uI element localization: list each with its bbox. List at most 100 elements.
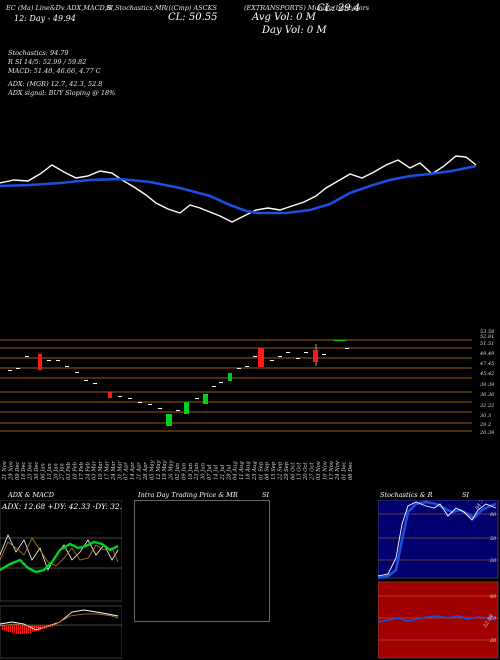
candle: [258, 348, 264, 367]
candle: [304, 352, 308, 353]
date-tick-label: 20 Oct: [303, 462, 309, 481]
macd-histogram-bar: [42, 625, 44, 629]
macd-histogram-bar: [26, 625, 28, 634]
candle: [108, 392, 112, 398]
candle: [128, 398, 132, 399]
candle: [195, 398, 199, 399]
date-tick-label: 24 Feb: [85, 462, 91, 481]
candle: [65, 366, 69, 367]
date-tick-label: 07 Jul: [207, 464, 213, 480]
date-tick-label: 27 Jan: [60, 463, 66, 481]
date-tick-label: 17 Mar: [105, 460, 111, 480]
date-tick-label: 23 Dec: [28, 462, 34, 481]
rsi-tick: 80: [490, 594, 497, 600]
macd-histogram-bar: [6, 625, 8, 631]
macd-histogram-bar: [12, 625, 14, 633]
price-line: [0, 155, 477, 223]
rsi-tick: 20: [489, 638, 497, 644]
date-tick-label: 02 Jun: [175, 463, 181, 480]
moving-average-line: [0, 164, 477, 215]
macd-histogram-bar: [34, 625, 36, 632]
date-tick-label: 31 Mar: [117, 460, 123, 480]
date-tick-label: 11 Aug: [239, 461, 245, 480]
candle: [8, 370, 12, 371]
stoch-tick: 20: [489, 558, 497, 564]
stoch-value: 94.79: [475, 500, 488, 511]
date-tick-label: 29 Sep: [284, 461, 290, 481]
macd-histogram-bar: [50, 625, 52, 627]
date-tick-label: 12 May: [156, 460, 162, 480]
candle: [296, 358, 300, 359]
date-tick-label: 14 Jul: [213, 464, 219, 480]
intraday-title: Intra Day Trading Price & MR: [138, 491, 238, 499]
candle: [148, 404, 152, 405]
day-volume: Day Vol: 0 M: [262, 25, 327, 36]
candle: [118, 396, 122, 397]
macd-histogram-bar: [56, 625, 58, 626]
candle: [158, 408, 162, 409]
close-price: CL: 50.55: [168, 12, 218, 23]
date-tick-label: 23 Jun: [194, 463, 200, 481]
candle: [16, 368, 20, 369]
stochastics-reading: Stochastics: 94.79: [8, 49, 69, 57]
date-tick-label: 01 Sep: [258, 461, 264, 480]
svg-text:30.3: 30.3: [480, 413, 491, 419]
date-tick-label: 21 Nov: [2, 461, 8, 481]
macd-histogram: [2, 625, 62, 634]
adx-macd-panel: ADX: 12.68 +DY: 42.33 -DY: 32.5: [0, 500, 122, 659]
candle: [166, 414, 172, 426]
date-tick-label: 21 Apr: [137, 462, 143, 481]
macd-histogram-bar: [10, 625, 12, 632]
date-tick-label: 26 May: [169, 460, 175, 481]
svg-text:47.45: 47.45: [479, 361, 494, 367]
stoch-rsi-title-suffix: SI: [462, 491, 470, 499]
date-tick-label: 09 Dec: [15, 462, 21, 480]
date-tick-label: 13 Jan: [47, 463, 53, 480]
date-tick-label: 29 Nov: [8, 461, 14, 481]
date-tick-label: 22 Sep: [278, 461, 284, 481]
candle: [93, 383, 97, 384]
candle: [228, 373, 232, 381]
date-tick-label: 10 Feb: [72, 462, 78, 480]
date-tick-label: 21 Jul: [220, 464, 226, 481]
date-tick-label: 03 Nov: [316, 461, 322, 480]
candle: [237, 368, 241, 369]
candle: [313, 350, 318, 362]
macd-histogram-bar: [54, 625, 56, 626]
candle: [334, 340, 346, 341]
candle: [184, 402, 189, 414]
candle: [212, 386, 216, 387]
macd-histogram-bar: [28, 625, 30, 633]
date-tick-label: 30 Dec: [34, 462, 40, 480]
candle: [138, 402, 142, 403]
date-tick-label: 27 Oct: [310, 462, 316, 481]
date-tick-label: 10 Nov: [322, 461, 328, 480]
date-tick-label: 24 Mar: [111, 460, 117, 481]
candle: [84, 380, 88, 381]
date-tick-label: 10 Mar: [98, 460, 104, 480]
svg-text:20.39: 20.39: [479, 430, 495, 436]
macd-histogram-bar: [22, 625, 24, 634]
date-tick-label: 24 Nov: [335, 461, 341, 481]
company-label: (EXTRANSPORTS) Munafa(Indicators: [244, 4, 370, 12]
macd-histogram-bar: [52, 625, 54, 627]
macd-histogram-bar: [38, 625, 40, 631]
intraday-title-suffix: SI: [262, 491, 270, 499]
macd-histogram-bar: [36, 625, 38, 631]
macd-histogram-bar: [2, 625, 4, 630]
date-tick-label: 07 Apr: [124, 462, 130, 480]
macd-histogram-bar: [4, 625, 6, 631]
candle: [253, 356, 257, 357]
date-tick-label: 18 Aug: [245, 461, 251, 480]
adx-panel-reading: ADX: 12.68 +DY: 42.33 -DY: 32.5: [1, 502, 122, 511]
svg-text:39.39: 39.39: [480, 382, 495, 388]
adx-macd-title: ADX & MACD: [8, 491, 54, 499]
svg-text:45.42: 45.42: [479, 371, 494, 377]
macd-histogram-bar: [8, 625, 10, 632]
date-axis: 21 Nov 29 Nov 09 Dec 16 Dec 23 Dec 30 Dec 06 J…: [2, 460, 354, 481]
date-tick-label: 03 Mar: [92, 460, 98, 480]
date-tick-label: 13 Oct: [297, 462, 303, 480]
date-tick-label: 19 May: [162, 460, 168, 480]
stochastics-legend: SI,Stochastics,MR: [106, 4, 167, 12]
candle: [56, 360, 60, 361]
